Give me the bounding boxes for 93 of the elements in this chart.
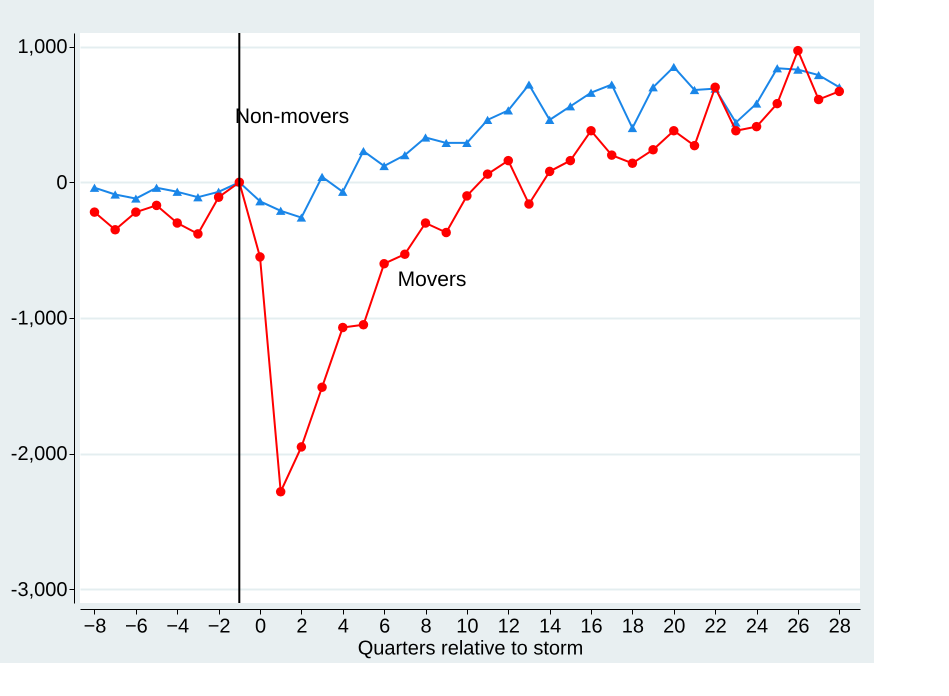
point	[690, 140, 700, 150]
point	[834, 86, 844, 96]
y-tick-label: 1,000	[17, 36, 68, 58]
point	[482, 169, 492, 179]
point	[172, 218, 182, 228]
point	[752, 122, 762, 132]
point	[814, 70, 824, 80]
point	[358, 146, 368, 156]
point	[400, 249, 410, 259]
point	[606, 150, 616, 160]
point	[586, 126, 596, 136]
y-tick-label: -1,000	[10, 308, 68, 330]
point	[255, 197, 265, 206]
point	[152, 200, 162, 210]
x-tick-label: 4	[338, 616, 349, 638]
point	[504, 106, 514, 114]
point	[462, 191, 472, 201]
point	[214, 192, 224, 202]
point	[276, 486, 286, 496]
x-axis-title: Quarters relative to storm	[358, 638, 584, 660]
point	[255, 252, 265, 262]
point	[628, 124, 638, 132]
x-tick-label: 26	[787, 616, 810, 638]
point	[566, 102, 576, 110]
point	[172, 188, 182, 196]
point	[90, 184, 100, 192]
point	[90, 207, 100, 217]
point	[276, 206, 286, 215]
point	[648, 144, 658, 154]
point	[628, 158, 638, 168]
y-tick-label: 0	[56, 172, 68, 194]
point	[317, 172, 327, 181]
point	[152, 184, 162, 192]
point	[379, 162, 389, 170]
point	[606, 80, 616, 89]
point	[752, 99, 762, 108]
point	[669, 62, 679, 72]
point	[524, 199, 534, 209]
point	[504, 156, 514, 166]
point	[193, 193, 203, 202]
point	[131, 207, 141, 217]
point	[110, 190, 120, 199]
point	[731, 126, 741, 136]
point	[131, 194, 141, 203]
point	[317, 382, 327, 392]
point	[420, 133, 430, 142]
point	[358, 320, 368, 330]
point	[690, 86, 700, 94]
point	[462, 138, 472, 148]
point	[110, 225, 120, 235]
point	[566, 156, 576, 166]
point	[296, 213, 306, 222]
x-tick-label: 12	[498, 616, 520, 638]
x-tick-label: 24	[746, 616, 768, 638]
x-tick-label: 22	[704, 616, 727, 638]
point	[544, 116, 554, 124]
point	[544, 166, 554, 176]
point	[648, 83, 658, 92]
point	[379, 258, 389, 268]
point	[586, 88, 596, 97]
point	[400, 151, 410, 160]
x-tick-label: −8	[84, 616, 106, 638]
x-tick-label: 0	[254, 616, 266, 638]
point	[420, 218, 430, 228]
y-tick-label: -2,000	[10, 443, 68, 466]
point	[524, 80, 534, 89]
point	[793, 66, 803, 74]
y-tick-label: -3,000	[10, 578, 68, 601]
point	[193, 229, 203, 239]
point	[772, 64, 782, 72]
point	[772, 98, 782, 108]
point	[296, 442, 306, 452]
x-tick-label: 28	[828, 616, 851, 638]
point	[441, 228, 451, 238]
point	[814, 94, 824, 104]
x-tick-label: 10	[456, 616, 479, 638]
series-label: Movers	[398, 268, 466, 291]
x-tick-label: 14	[539, 616, 562, 638]
point	[338, 322, 348, 332]
x-tick-label: −6	[124, 616, 148, 638]
point	[338, 188, 348, 196]
point	[482, 116, 492, 124]
x-tick-label: −2	[208, 616, 231, 638]
point	[669, 126, 679, 136]
x-tick-label: 8	[420, 616, 432, 638]
x-tick-label: 18	[622, 616, 644, 638]
x-tick-label: 2	[296, 616, 308, 638]
x-tick-label: 6	[379, 616, 390, 638]
x-tick-label: 16	[580, 616, 603, 638]
point	[793, 46, 803, 56]
point	[441, 138, 451, 148]
x-tick-label: −4	[166, 616, 190, 638]
x-tick-label: 20	[663, 616, 686, 638]
